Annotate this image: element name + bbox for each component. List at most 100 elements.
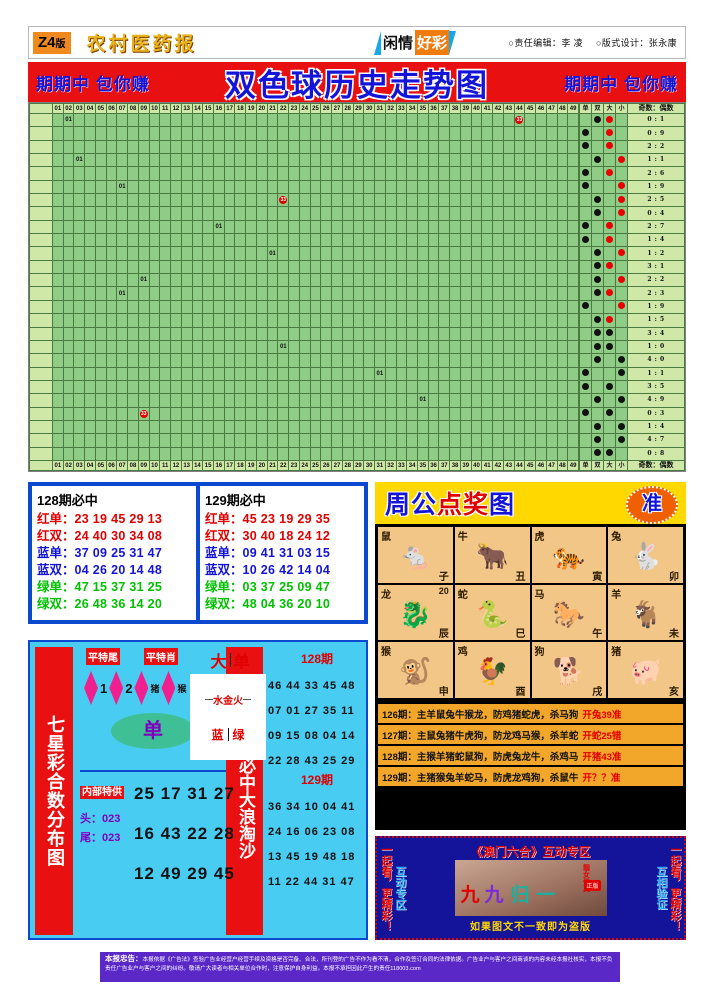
trend-cell[interactable] [137, 419, 150, 435]
trend-cell[interactable] [309, 179, 322, 195]
trend-cell[interactable] [481, 366, 494, 381]
trend-cell[interactable] [309, 246, 322, 261]
trend-cell[interactable] [545, 246, 558, 261]
trend-cell[interactable] [416, 126, 429, 141]
trend-cell[interactable] [416, 179, 429, 195]
trend-cell[interactable] [492, 286, 504, 301]
trend-cell[interactable] [545, 126, 558, 141]
trend-cell[interactable] [105, 112, 118, 128]
trend-cell[interactable] [513, 313, 526, 328]
trend-cell[interactable] [245, 286, 257, 301]
trend-cell[interactable] [406, 126, 418, 141]
trend-cell[interactable] [545, 299, 558, 315]
trend-cell[interactable] [459, 433, 472, 448]
trend-cell[interactable] [331, 353, 343, 368]
trend-cell[interactable] [341, 259, 354, 275]
trend-cell[interactable] [449, 179, 461, 195]
trend-cell[interactable] [352, 166, 365, 181]
trend-cell[interactable] [137, 326, 150, 341]
trend-cell[interactable] [180, 366, 193, 381]
trend-cell[interactable] [277, 326, 290, 341]
trend-cell[interactable] [502, 219, 515, 235]
trend-cell[interactable] [255, 153, 268, 168]
trend-cell[interactable] [159, 299, 172, 315]
trend-cell[interactable] [535, 393, 547, 408]
trend-cell[interactable] [567, 326, 580, 341]
trend-cell[interactable] [449, 206, 461, 221]
trend-cell[interactable] [84, 206, 96, 221]
trend-cell[interactable] [73, 406, 86, 421]
trend-cell[interactable] [234, 193, 247, 208]
trend-cell[interactable] [170, 419, 182, 435]
trend-cell[interactable] [556, 299, 569, 315]
trend-cell[interactable] [374, 219, 386, 235]
trend-cell[interactable] [127, 259, 139, 275]
trend-cell[interactable] [127, 419, 139, 435]
trend-cell[interactable] [567, 353, 580, 368]
trend-cell[interactable] [298, 313, 311, 328]
trend-cell[interactable] [395, 339, 408, 355]
trend-cell[interactable] [309, 273, 322, 288]
trend-cell[interactable] [245, 326, 257, 341]
trend-cell[interactable] [73, 139, 86, 155]
trend-cell[interactable] [341, 299, 354, 315]
trend-cell[interactable] [148, 206, 161, 221]
trend-cell[interactable] [545, 406, 558, 421]
zodiac-cell-狗[interactable]: 狗 🐕 戌 [531, 642, 607, 698]
trend-cell[interactable] [438, 353, 451, 368]
trend-cell[interactable] [202, 433, 215, 448]
trend-cell[interactable] [298, 353, 311, 368]
trend-cell[interactable] [438, 179, 451, 195]
trend-cell[interactable] [556, 206, 569, 221]
trend-cell[interactable] [116, 126, 129, 141]
trend-cell[interactable] [170, 179, 182, 195]
trend-cell[interactable] [341, 339, 354, 355]
trend-cell[interactable] [384, 179, 397, 195]
trend-cell[interactable] [374, 446, 386, 462]
trend-cell[interactable] [524, 246, 537, 261]
trend-cell[interactable] [266, 379, 279, 395]
trend-cell[interactable] [288, 179, 300, 195]
zodiac-cell-猴[interactable]: 猴 🐒 申 [378, 642, 453, 698]
trend-cell[interactable] [94, 313, 107, 328]
trend-cell[interactable] [416, 112, 429, 128]
trend-cell[interactable] [556, 126, 569, 141]
trend-cell[interactable] [438, 393, 451, 408]
trend-cell[interactable] [535, 353, 547, 368]
trend-cell[interactable] [202, 126, 215, 141]
trend-cell[interactable] [62, 326, 75, 341]
trend-cell[interactable] [180, 193, 193, 208]
trend-cell[interactable] [556, 339, 569, 355]
trend-cell[interactable] [406, 166, 418, 181]
trend-cell[interactable] [352, 286, 365, 301]
trend-cell[interactable] [223, 433, 236, 448]
trend-cell[interactable] [513, 433, 526, 448]
trend-cell[interactable] [94, 366, 107, 381]
trend-cell[interactable] [116, 406, 129, 421]
trend-cell[interactable] [137, 233, 150, 248]
trend-cell[interactable] [341, 246, 354, 261]
trend-cell[interactable] [384, 419, 397, 435]
trend-cell[interactable] [191, 233, 204, 248]
trend-cell[interactable] [341, 353, 354, 368]
trend-cell[interactable] [374, 419, 386, 435]
trend-cell[interactable] [84, 139, 96, 155]
trend-cell[interactable] [62, 153, 75, 168]
trend-cell[interactable] [266, 206, 279, 221]
trend-cell[interactable] [288, 393, 300, 408]
trend-cell[interactable] [309, 393, 322, 408]
trend-cell[interactable] [298, 379, 311, 395]
trend-cell[interactable] [492, 259, 504, 275]
trend-cell[interactable] [277, 433, 290, 448]
trend-cell[interactable] [470, 193, 483, 208]
trend-cell[interactable] [170, 273, 182, 288]
trend-cell[interactable] [502, 139, 515, 155]
trend-cell[interactable] [406, 353, 418, 368]
trend-cell[interactable] [105, 206, 118, 221]
trend-cell[interactable] [524, 393, 537, 408]
trend-cell[interactable] [159, 446, 172, 462]
trend-cell[interactable] [266, 286, 279, 301]
trend-cell[interactable] [309, 379, 322, 395]
trend-cell[interactable] [94, 446, 107, 462]
trend-cell[interactable] [213, 366, 225, 381]
